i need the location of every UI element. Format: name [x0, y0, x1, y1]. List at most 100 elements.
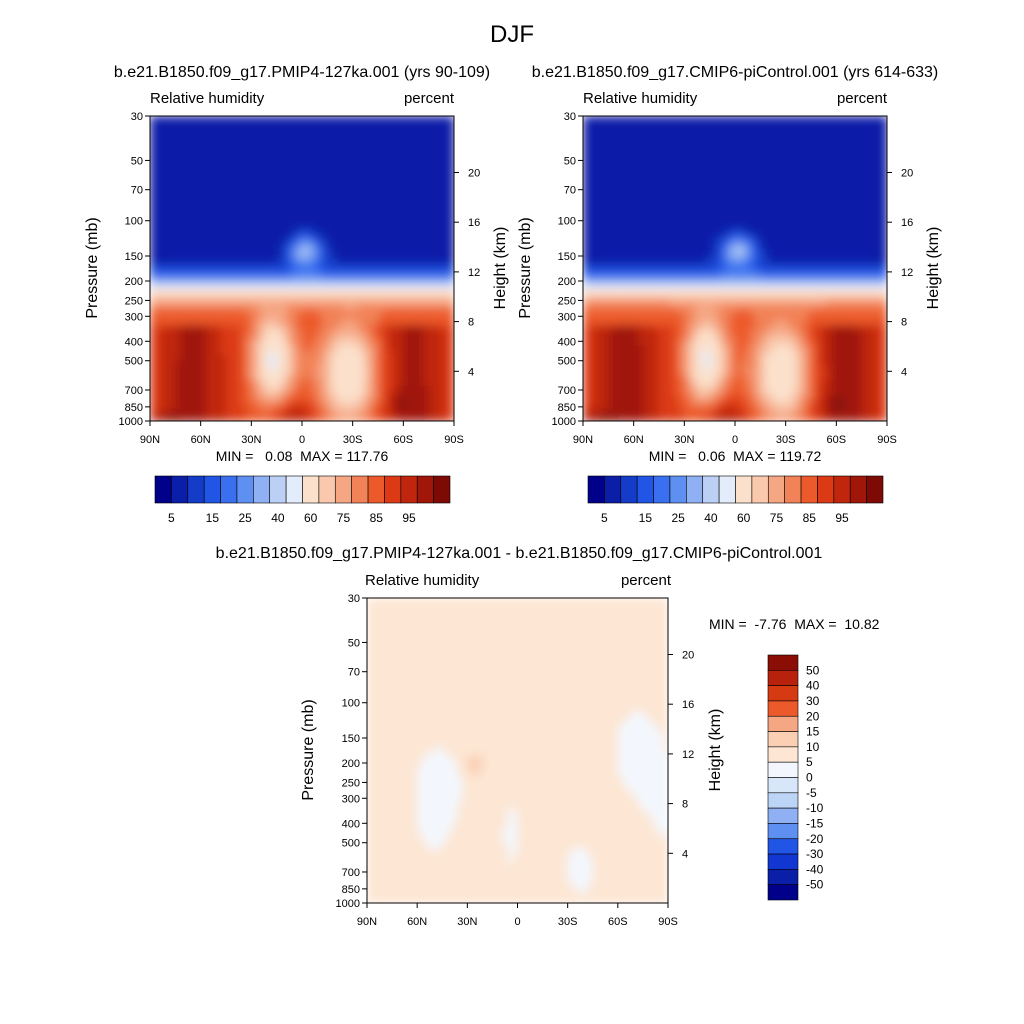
field-cell	[302, 319, 308, 326]
field-cell	[583, 136, 589, 143]
field-cell	[669, 126, 675, 132]
field-cell	[281, 288, 288, 295]
field-cell	[653, 273, 660, 280]
field-cell	[443, 192, 450, 198]
heatmap-field	[150, 116, 454, 421]
field-cell	[588, 375, 594, 381]
field-cell	[195, 207, 202, 214]
field-cell	[443, 360, 450, 366]
field-cell	[664, 273, 670, 280]
field-cell	[393, 324, 399, 331]
field-cell	[296, 222, 303, 229]
field-cell	[322, 253, 328, 259]
field-cell	[408, 207, 415, 214]
field-cell	[613, 232, 620, 239]
field-cell	[433, 395, 440, 402]
field-cell	[195, 293, 202, 300]
field-cell	[180, 288, 187, 295]
field-cell	[679, 263, 685, 270]
field-cell	[226, 375, 232, 381]
field-cell	[165, 278, 171, 285]
field-cell	[674, 197, 680, 204]
field-cell	[643, 360, 650, 366]
field-cell	[180, 324, 187, 331]
field-cell	[327, 314, 333, 320]
field-cell	[443, 365, 450, 371]
field-cell	[378, 192, 384, 198]
field-cell	[317, 365, 323, 371]
field-cell	[342, 141, 349, 148]
field-cell	[659, 390, 665, 397]
field-cell	[352, 370, 359, 376]
field-cell	[200, 197, 207, 204]
field-cell	[200, 121, 207, 127]
field-cell	[357, 339, 364, 346]
field-cell	[231, 319, 237, 326]
field-cell	[413, 121, 420, 127]
field-cell	[160, 354, 166, 361]
field-cell	[613, 349, 620, 356]
field-cell	[276, 314, 283, 320]
field-cell	[246, 309, 252, 315]
field-cell	[165, 299, 171, 305]
field-cell	[588, 324, 594, 331]
field-cell	[322, 126, 328, 132]
field-cell	[588, 283, 594, 290]
field-cell	[291, 375, 298, 381]
field-cell	[408, 360, 415, 366]
field-cell	[423, 293, 430, 300]
field-cell	[200, 299, 207, 305]
field-cell	[337, 171, 344, 178]
field-cell	[317, 258, 323, 265]
field-cell	[347, 197, 354, 204]
field-cell	[170, 278, 176, 285]
field-cell	[618, 273, 625, 280]
field-cell	[628, 202, 635, 209]
field-cell	[220, 136, 227, 143]
field-cell	[185, 197, 192, 204]
field-cell	[226, 212, 232, 219]
field-cell	[170, 400, 176, 407]
field-cell	[246, 177, 252, 183]
field-cell	[638, 263, 645, 270]
field-cell	[200, 192, 207, 198]
field-cell	[241, 365, 247, 371]
field-cell	[633, 192, 640, 198]
field-cell	[312, 309, 318, 315]
field-cell	[638, 238, 645, 244]
field-cell	[231, 171, 237, 178]
field-cell	[367, 192, 374, 198]
field-cell	[628, 319, 635, 326]
field-cell	[433, 243, 440, 249]
field-cell	[669, 314, 675, 320]
field-cell	[433, 197, 440, 204]
field-cell	[438, 222, 445, 229]
field-cell	[367, 304, 374, 310]
field-cell	[160, 263, 166, 270]
field-cell	[241, 395, 247, 402]
field-cell	[588, 151, 594, 158]
field-cell	[271, 166, 278, 173]
field-cell	[362, 141, 369, 148]
field-cell	[418, 390, 425, 397]
field-cell	[623, 329, 630, 336]
field-cell	[155, 410, 161, 417]
field-cell	[674, 309, 680, 315]
field-cell	[398, 375, 404, 381]
field-cell	[653, 131, 660, 137]
field-cell	[312, 329, 318, 336]
field-cell	[448, 141, 454, 148]
field-cell	[659, 263, 665, 270]
field-cell	[583, 278, 589, 285]
field-cell	[669, 354, 675, 361]
field-cell	[408, 141, 415, 148]
field-cell	[583, 349, 589, 356]
field-cell	[367, 349, 374, 356]
field-cell	[674, 258, 680, 265]
field-cell	[648, 238, 655, 244]
field-cell	[180, 415, 187, 421]
field-cell	[423, 232, 430, 239]
field-cell	[205, 263, 212, 270]
